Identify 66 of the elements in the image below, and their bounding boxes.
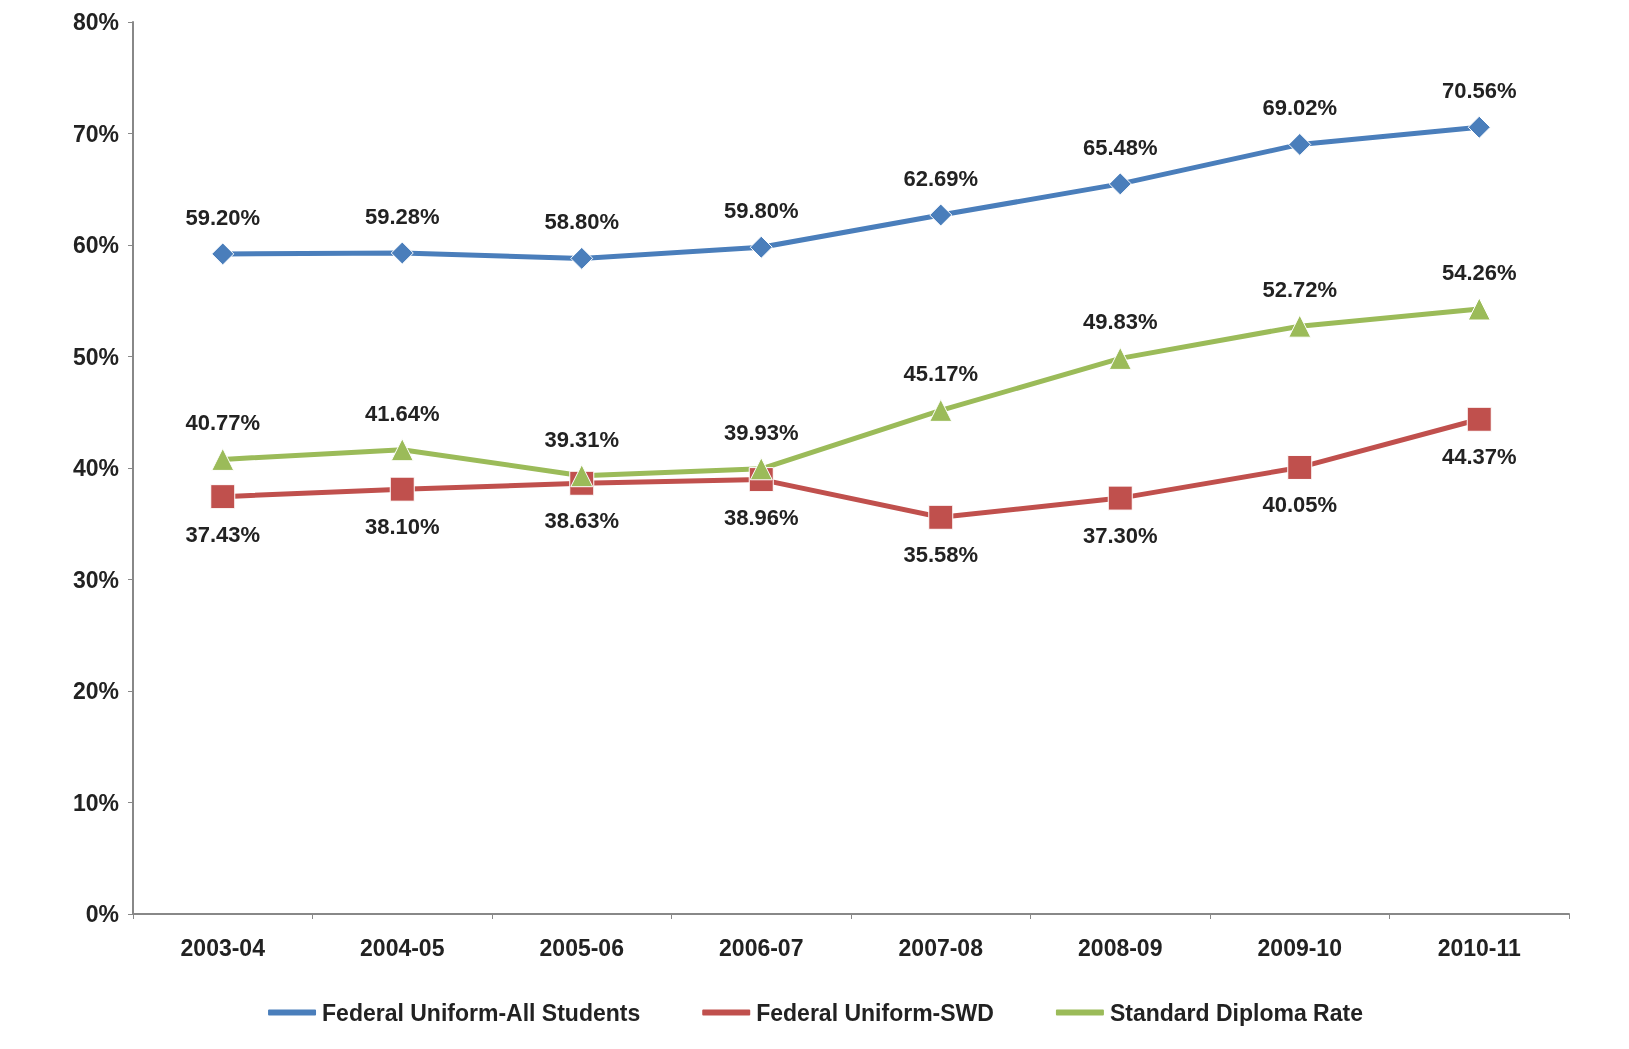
data-label: 54.26% xyxy=(1441,260,1517,285)
data-label: 40.77% xyxy=(185,410,261,436)
point xyxy=(390,241,414,265)
x-tick-label: 2007-08 xyxy=(898,934,984,961)
point xyxy=(570,464,594,488)
x-tick-label: 2004-05 xyxy=(360,934,445,961)
point xyxy=(749,235,773,259)
data-label: 44.37% xyxy=(1441,444,1517,470)
point xyxy=(1288,132,1312,156)
point xyxy=(1288,314,1312,338)
data-label: 37.43% xyxy=(185,521,261,547)
legend-label: Federal Uniform-All Students xyxy=(322,999,641,1026)
y-tick-label: 20% xyxy=(72,678,119,704)
y-tick-label: 70% xyxy=(72,120,119,147)
data-label: 62.69% xyxy=(903,166,979,192)
point xyxy=(390,438,414,462)
data-label: 45.17% xyxy=(903,361,979,387)
y-tick-label: 10% xyxy=(72,789,119,816)
data-label: 40.05% xyxy=(1262,492,1338,518)
data-label: 35.58% xyxy=(903,542,979,568)
point xyxy=(1108,346,1132,370)
data-label: 41.64% xyxy=(364,400,440,426)
y-tick-label: 80% xyxy=(72,9,119,35)
x-tick-label: 2006-07 xyxy=(719,934,804,961)
point xyxy=(570,246,594,270)
point xyxy=(1108,172,1132,196)
x-tick-label: 2003-04 xyxy=(180,934,266,961)
data-label: 37.30% xyxy=(1082,523,1158,549)
data-label: 52.72% xyxy=(1262,277,1338,303)
point xyxy=(210,484,236,510)
y-tick-label: 0% xyxy=(85,901,119,927)
y-tick-label: 30% xyxy=(72,566,119,593)
data-label: 58.80% xyxy=(544,209,620,235)
x-tick-label: 2008-09 xyxy=(1078,934,1163,961)
point xyxy=(389,476,415,502)
data-label: 38.10% xyxy=(364,514,440,540)
point xyxy=(929,398,953,422)
legend-label: Standard Diploma Rate xyxy=(1109,999,1363,1026)
data-label: 39.93% xyxy=(723,419,799,445)
y-tick-label: 60% xyxy=(72,232,119,258)
data-label: 38.63% xyxy=(544,508,620,534)
data-label: 70.56% xyxy=(1441,78,1517,104)
x-tick-label: 2005-06 xyxy=(539,934,624,961)
y-tick-label: 50% xyxy=(72,343,119,370)
point xyxy=(1287,454,1313,480)
point xyxy=(1467,115,1491,139)
data-label: 65.48% xyxy=(1082,134,1158,160)
x-tick-label: 2010-11 xyxy=(1437,934,1522,961)
point xyxy=(211,242,235,266)
point xyxy=(1467,297,1491,321)
point xyxy=(1466,406,1492,432)
data-label: 59.20% xyxy=(185,204,261,230)
data-label: 59.80% xyxy=(723,198,799,224)
data-label: 59.28% xyxy=(364,204,440,230)
legend-label: Federal Uniform-SWD xyxy=(756,999,994,1026)
data-label: 49.83% xyxy=(1082,309,1158,335)
data-label: 38.96% xyxy=(723,504,799,530)
point xyxy=(929,203,953,227)
data-label: 39.31% xyxy=(544,426,620,452)
x-tick-label: 2009-10 xyxy=(1257,934,1342,961)
data-label: 69.02% xyxy=(1262,95,1338,121)
y-tick-label: 40% xyxy=(72,455,119,481)
point xyxy=(1107,485,1133,511)
point xyxy=(749,457,773,481)
point xyxy=(211,447,235,471)
point xyxy=(928,504,954,530)
